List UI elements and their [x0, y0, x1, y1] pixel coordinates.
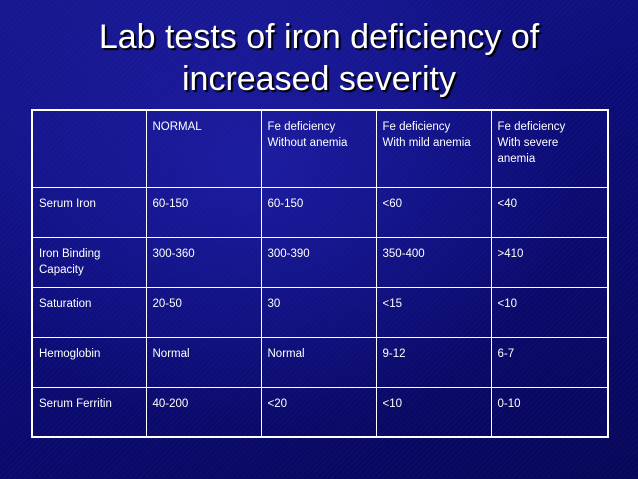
table-row-saturation: Saturation 20-50 30 <15 <10	[32, 287, 608, 337]
slide-title-line-2: increased severity	[20, 58, 618, 100]
table-header-row: NORMAL Fe deficiency Without anemia Fe d…	[32, 110, 608, 187]
cell-value: 300-390	[261, 237, 376, 287]
header-cell-empty	[32, 110, 146, 187]
table-row-iron-binding-capacity: Iron Binding Capacity 300-360 300-390 35…	[32, 237, 608, 287]
table-row-hemoglobin: Hemoglobin Normal Normal 9-12 6-7	[32, 337, 608, 387]
cell-value: <10	[376, 387, 491, 437]
header-cell-normal: NORMAL	[146, 110, 261, 187]
cell-value: Normal	[261, 337, 376, 387]
header-cell-without-anemia: Fe deficiency Without anemia	[261, 110, 376, 187]
cell-value: >410	[491, 237, 608, 287]
cell-value: <10	[491, 287, 608, 337]
cell-value: 0-10	[491, 387, 608, 437]
cell-value: Normal	[146, 337, 261, 387]
cell-value: 60-150	[146, 187, 261, 237]
cell-value: 9-12	[376, 337, 491, 387]
cell-value: 300-360	[146, 237, 261, 287]
table-row-serum-iron: Serum Iron 60-150 60-150 <60 <40	[32, 187, 608, 237]
slide-title-line-1: Lab tests of iron deficiency of	[20, 16, 618, 58]
cell-value: 350-400	[376, 237, 491, 287]
table-row-serum-ferritin: Serum Ferritin 40-200 <20 <10 0-10	[32, 387, 608, 437]
header-cell-mild-anemia: Fe deficiency With mild anemia	[376, 110, 491, 187]
row-label: Saturation	[32, 287, 146, 337]
cell-value: 40-200	[146, 387, 261, 437]
row-label: Hemoglobin	[32, 337, 146, 387]
slide-title: Lab tests of iron deficiency of increase…	[20, 16, 618, 100]
row-label: Iron Binding Capacity	[32, 237, 146, 287]
cell-value: 6-7	[491, 337, 608, 387]
cell-value: <20	[261, 387, 376, 437]
cell-value: <60	[376, 187, 491, 237]
cell-value: 60-150	[261, 187, 376, 237]
row-label: Serum Ferritin	[32, 387, 146, 437]
cell-value: 20-50	[146, 287, 261, 337]
lab-tests-table: NORMAL Fe deficiency Without anemia Fe d…	[31, 109, 609, 438]
cell-value: 30	[261, 287, 376, 337]
header-cell-severe-anemia: Fe deficiency With severe anemia	[491, 110, 608, 187]
cell-value: <15	[376, 287, 491, 337]
row-label: Serum Iron	[32, 187, 146, 237]
cell-value: <40	[491, 187, 608, 237]
